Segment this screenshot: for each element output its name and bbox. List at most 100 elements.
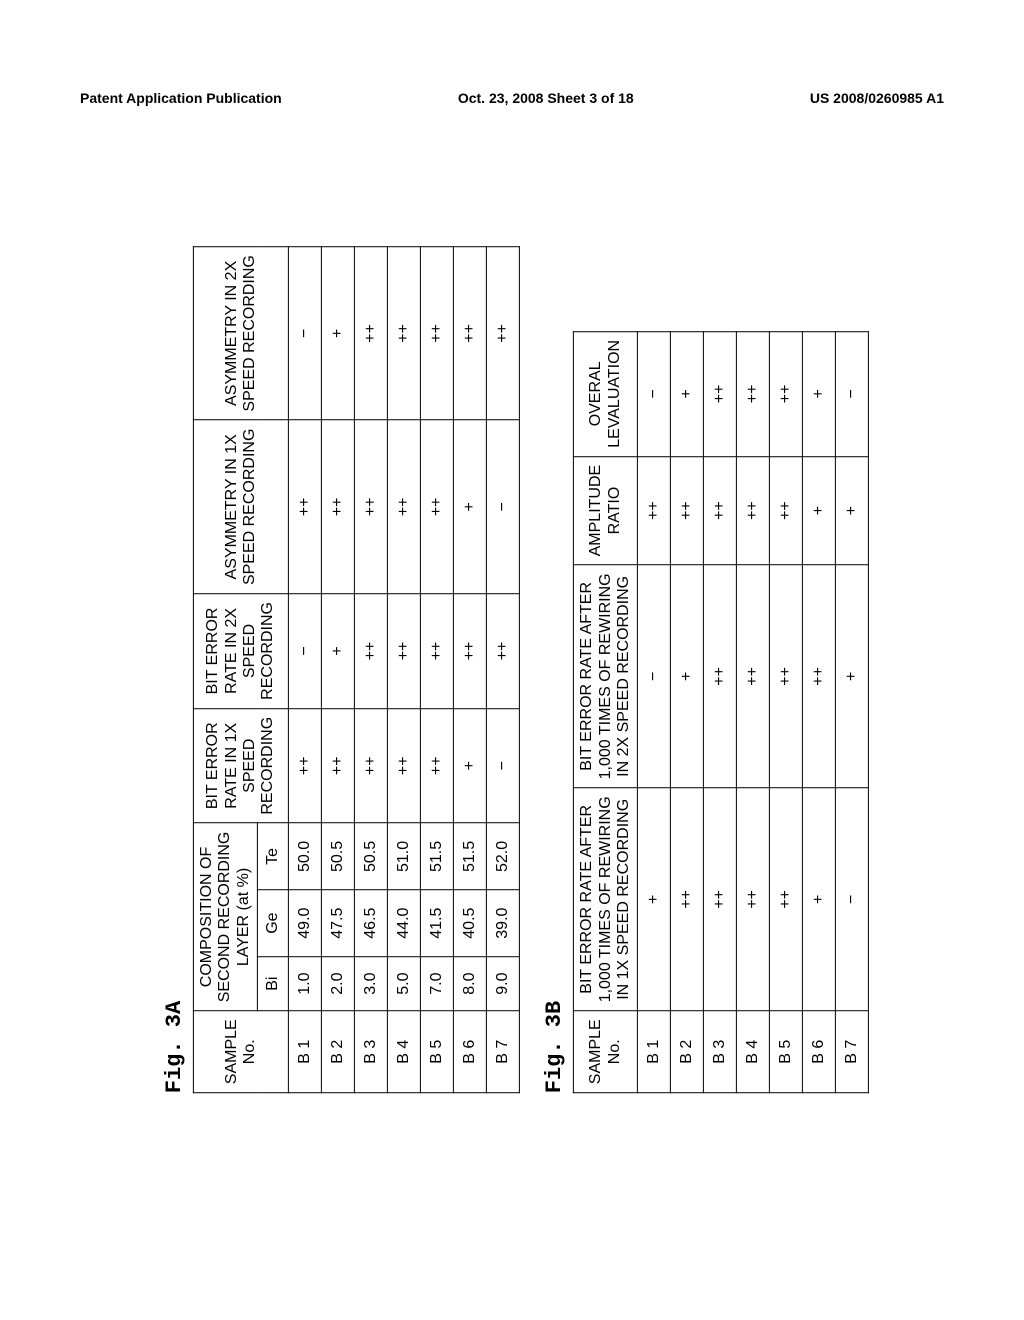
table-cell: + [671, 565, 704, 788]
table-cell: B 2 [671, 1011, 704, 1093]
table-cell: − [638, 565, 671, 788]
table-cell: 41.5 [421, 890, 454, 957]
table-row: B 57.041.551.5++++++++ [421, 247, 454, 1093]
table-cell: ++ [355, 709, 388, 824]
table-cell: ++ [388, 247, 421, 420]
table-cell: ++ [388, 594, 421, 709]
col-ber-2x: BIT ERRORRATE IN 2XSPEEDRECORDING [194, 594, 289, 709]
col-overall-evaluation: OVERALLEVALUATION [574, 332, 638, 457]
table-cell: ++ [421, 420, 454, 593]
col-asym-2x: ASYMMETRY IN 2XSPEED RECORDING [194, 247, 289, 420]
table-cell: B 3 [355, 1011, 388, 1093]
table-row: B 2++++++ [671, 332, 704, 1093]
table-cell: B 5 [770, 1011, 803, 1093]
table-cell: ++ [671, 457, 704, 566]
table-cell: 51.5 [421, 823, 454, 890]
table-cell: − [638, 332, 671, 457]
table-row: B 22.047.550.5++++++ [322, 247, 355, 1093]
table-cell: + [454, 709, 487, 824]
table-cell: 46.5 [355, 890, 388, 957]
table-cell: ++ [355, 247, 388, 420]
table-cell: 49.0 [289, 890, 322, 957]
table-cell: ++ [638, 457, 671, 566]
table-cell: ++ [388, 420, 421, 593]
table-cell: + [671, 332, 704, 457]
rotated-figure-block: Fig. 3A SAMPLENo. COMPOSITION OFSECOND R… [154, 246, 869, 1093]
table-cell: ++ [355, 420, 388, 593]
table-cell: ++ [704, 565, 737, 788]
table-cell: ++ [737, 332, 770, 457]
table-cell: − [836, 332, 869, 457]
table-cell: ++ [770, 332, 803, 457]
table-cell: ++ [322, 709, 355, 824]
table-cell: ++ [671, 788, 704, 1011]
table-row: B 11.049.050.0++−++− [289, 247, 322, 1093]
table-cell: 52.0 [487, 823, 520, 890]
table-cell: + [638, 788, 671, 1011]
table-cell: + [803, 332, 836, 457]
figure-3b-label: Fig. 3B [542, 246, 567, 1093]
col-sample-no-b: SAMPLENo. [574, 1011, 638, 1093]
table-cell: − [289, 594, 322, 709]
table-cell: ++ [421, 247, 454, 420]
table-cell: 47.5 [322, 890, 355, 957]
table-cell: ++ [803, 565, 836, 788]
table-cell: 40.5 [454, 890, 487, 957]
table-row: B 3++++++++ [704, 332, 737, 1093]
col-bi: Bi [258, 957, 289, 1011]
table-cell: + [836, 457, 869, 566]
table-cell: − [289, 247, 322, 420]
table-cell: ++ [770, 457, 803, 566]
table-cell: + [803, 457, 836, 566]
header-left: Patent Application Publication [80, 90, 282, 106]
table-cell: ++ [737, 457, 770, 566]
table-cell: ++ [487, 594, 520, 709]
table-cell: 5.0 [388, 957, 421, 1011]
table-cell: ++ [322, 420, 355, 593]
table-cell: B 6 [454, 1011, 487, 1093]
table-cell: ++ [454, 247, 487, 420]
table-3b-header-row: SAMPLENo. BIT ERROR RATE AFTER1,000 TIME… [574, 332, 638, 1093]
table-cell: 9.0 [487, 957, 520, 1011]
table-row: B 1+−++− [638, 332, 671, 1093]
table-row: B 33.046.550.5++++++++ [355, 247, 388, 1093]
content-area: Fig. 3A SAMPLENo. COMPOSITION OFSECOND R… [0, 145, 1024, 1195]
table-row: B 5++++++++ [770, 332, 803, 1093]
table-row: B 45.044.051.0++++++++ [388, 247, 421, 1093]
table-row: B 79.039.052.0−++−++ [487, 247, 520, 1093]
table-cell: B 1 [638, 1011, 671, 1093]
table-cell: B 3 [704, 1011, 737, 1093]
table-cell: ++ [454, 594, 487, 709]
table-cell: + [836, 565, 869, 788]
table-cell: 3.0 [355, 957, 388, 1011]
table-cell: ++ [770, 788, 803, 1011]
table-cell: ++ [487, 247, 520, 420]
col-composition: COMPOSITION OFSECOND RECORDINGLAYER (at … [194, 823, 258, 1011]
table-cell: 39.0 [487, 890, 520, 957]
header-right: US 2008/0260985 A1 [810, 90, 944, 106]
table-cell: ++ [704, 332, 737, 457]
table-cell: ++ [704, 788, 737, 1011]
table-cell: B 1 [289, 1011, 322, 1093]
table-cell: 44.0 [388, 890, 421, 957]
table-cell: B 7 [836, 1011, 869, 1093]
table-3a: SAMPLENo. COMPOSITION OFSECOND RECORDING… [193, 246, 520, 1093]
table-cell: + [322, 594, 355, 709]
col-ber-1x: BIT ERRORRATE IN 1XSPEEDRECORDING [194, 709, 289, 824]
table-row: B 68.040.551.5++++++ [454, 247, 487, 1093]
table-row: B 4++++++++ [737, 332, 770, 1093]
table-cell: 51.5 [454, 823, 487, 890]
table-cell: ++ [737, 565, 770, 788]
table-cell: + [803, 788, 836, 1011]
table-cell: − [836, 788, 869, 1011]
table-3b-body: B 1+−++−B 2++++++B 3++++++++B 4++++++++B… [638, 332, 869, 1093]
table-cell: 2.0 [322, 957, 355, 1011]
table-cell: + [322, 247, 355, 420]
table-cell: 51.0 [388, 823, 421, 890]
table-cell: B 5 [421, 1011, 454, 1093]
col-ge: Ge [258, 890, 289, 957]
table-cell: − [487, 420, 520, 593]
page-header: Patent Application Publication Oct. 23, … [0, 0, 1024, 106]
table-cell: B 4 [737, 1011, 770, 1093]
table-cell: B 7 [487, 1011, 520, 1093]
